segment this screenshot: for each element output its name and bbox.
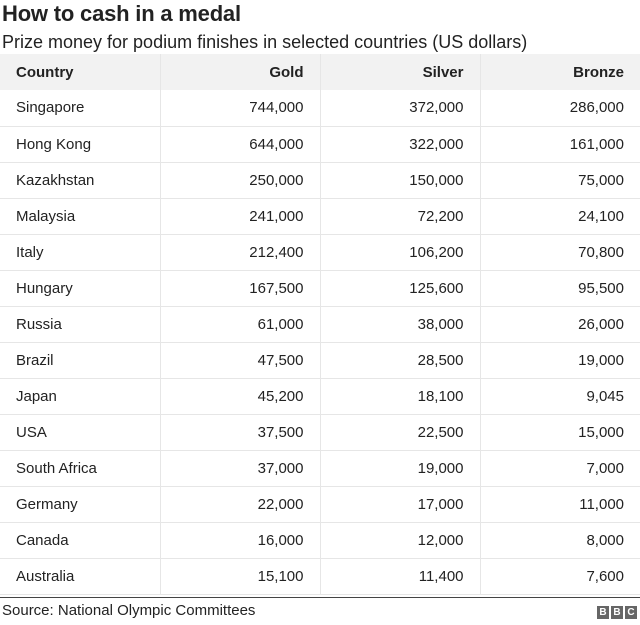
silver-value-cell: 22,500 bbox=[320, 414, 481, 451]
bronze-value-cell: 7,600 bbox=[480, 558, 640, 595]
bbc-logo-letter: B bbox=[597, 606, 609, 619]
gold-value-cell: 45,200 bbox=[160, 378, 321, 415]
country-cell: Italy bbox=[0, 234, 161, 271]
country-cell: Malaysia bbox=[0, 198, 161, 235]
silver-value-cell: 322,000 bbox=[320, 126, 481, 163]
country-cell: Singapore bbox=[0, 90, 161, 127]
bronze-value-cell: 70,800 bbox=[480, 234, 640, 271]
gold-value-cell: 22,000 bbox=[160, 486, 321, 523]
table-header-row: Country Gold Silver Bronze bbox=[0, 54, 640, 90]
table-row: USA 37,500 22,500 15,000 bbox=[0, 414, 640, 451]
table-row: Russia 61,000 38,000 26,000 bbox=[0, 306, 640, 343]
country-cell: Russia bbox=[0, 306, 161, 343]
country-cell: Canada bbox=[0, 522, 161, 559]
bbc-logo-letter: C bbox=[625, 606, 637, 619]
table-row: Hungary 167,500 125,600 95,500 bbox=[0, 270, 640, 307]
country-cell: Hong Kong bbox=[0, 126, 161, 163]
table-row: Japan 45,200 18,100 9,045 bbox=[0, 378, 640, 415]
bronze-value-cell: 7,000 bbox=[480, 450, 640, 487]
bbc-logo: B B C bbox=[597, 606, 637, 619]
table-row: Canada 16,000 12,000 8,000 bbox=[0, 522, 640, 559]
gold-value-cell: 241,000 bbox=[160, 198, 321, 235]
bronze-value-cell: 286,000 bbox=[480, 90, 640, 127]
prize-money-table: Country Gold Silver Bronze Singapore 744,… bbox=[0, 54, 640, 595]
table-row: Singapore 744,000 372,000 286,000 bbox=[0, 90, 640, 127]
silver-value-cell: 125,600 bbox=[320, 270, 481, 307]
bronze-value-cell: 8,000 bbox=[480, 522, 640, 559]
silver-value-cell: 38,000 bbox=[320, 306, 481, 343]
column-header-bronze: Bronze bbox=[573, 63, 624, 81]
silver-value-cell: 17,000 bbox=[320, 486, 481, 523]
footer-divider bbox=[0, 597, 640, 598]
bronze-value-cell: 24,100 bbox=[480, 198, 640, 235]
country-cell: USA bbox=[0, 414, 161, 451]
gold-value-cell: 644,000 bbox=[160, 126, 321, 163]
gold-value-cell: 250,000 bbox=[160, 162, 321, 199]
country-cell: Hungary bbox=[0, 270, 161, 307]
bronze-value-cell: 95,500 bbox=[480, 270, 640, 307]
silver-value-cell: 12,000 bbox=[320, 522, 481, 559]
gold-value-cell: 37,500 bbox=[160, 414, 321, 451]
country-cell: Japan bbox=[0, 378, 161, 415]
table-row: Brazil 47,500 28,500 19,000 bbox=[0, 342, 640, 379]
bbc-logo-letter: B bbox=[611, 606, 623, 619]
silver-value-cell: 28,500 bbox=[320, 342, 481, 379]
source-note: Source: National Olympic Committees bbox=[2, 602, 256, 619]
country-cell: Brazil bbox=[0, 342, 161, 379]
silver-value-cell: 106,200 bbox=[320, 234, 481, 271]
gold-value-cell: 16,000 bbox=[160, 522, 321, 559]
table-row: Italy 212,400 106,200 70,800 bbox=[0, 234, 640, 271]
bronze-value-cell: 9,045 bbox=[480, 378, 640, 415]
silver-value-cell: 19,000 bbox=[320, 450, 481, 487]
table-row: Hong Kong 644,000 322,000 161,000 bbox=[0, 126, 640, 163]
country-cell: Australia bbox=[0, 558, 161, 595]
gold-value-cell: 167,500 bbox=[160, 270, 321, 307]
silver-value-cell: 150,000 bbox=[320, 162, 481, 199]
gold-value-cell: 15,100 bbox=[160, 558, 321, 595]
gold-value-cell: 212,400 bbox=[160, 234, 321, 271]
bronze-value-cell: 26,000 bbox=[480, 306, 640, 343]
gold-value-cell: 37,000 bbox=[160, 450, 321, 487]
silver-value-cell: 11,400 bbox=[320, 558, 481, 595]
column-header-silver: Silver bbox=[320, 54, 481, 90]
column-header-country: Country bbox=[0, 54, 161, 90]
bronze-value-cell: 11,000 bbox=[480, 486, 640, 523]
silver-value-cell: 372,000 bbox=[320, 90, 481, 127]
silver-value-cell: 18,100 bbox=[320, 378, 481, 415]
table-body: Singapore 744,000 372,000 286,000 Hong Kong 6… bbox=[0, 90, 640, 595]
bronze-value-cell: 19,000 bbox=[480, 342, 640, 379]
silver-value-cell: 72,200 bbox=[320, 198, 481, 235]
country-cell: Kazakhstan bbox=[0, 162, 161, 199]
bronze-value-cell: 161,000 bbox=[480, 126, 640, 163]
bronze-value-cell: 15,000 bbox=[480, 414, 640, 451]
table-row: Australia 15,100 11,400 7,600 bbox=[0, 558, 640, 595]
table-row: Germany 22,000 17,000 11,000 bbox=[0, 486, 640, 523]
country-cell: South Africa bbox=[0, 450, 161, 487]
table-row: Kazakhstan 250,000 150,000 75,000 bbox=[0, 162, 640, 199]
table-row: South Africa 37,000 19,000 7,000 bbox=[0, 450, 640, 487]
gold-value-cell: 61,000 bbox=[160, 306, 321, 343]
chart-title: How to cash in a medal bbox=[2, 1, 241, 26]
column-header-gold: Gold bbox=[160, 54, 321, 90]
bronze-value-cell: 75,000 bbox=[480, 162, 640, 199]
table-row: Malaysia 241,000 72,200 24,100 bbox=[0, 198, 640, 235]
gold-value-cell: 47,500 bbox=[160, 342, 321, 379]
country-cell: Germany bbox=[0, 486, 161, 523]
gold-value-cell: 744,000 bbox=[160, 90, 321, 127]
chart-subtitle: Prize money for podium finishes in selec… bbox=[2, 32, 528, 52]
